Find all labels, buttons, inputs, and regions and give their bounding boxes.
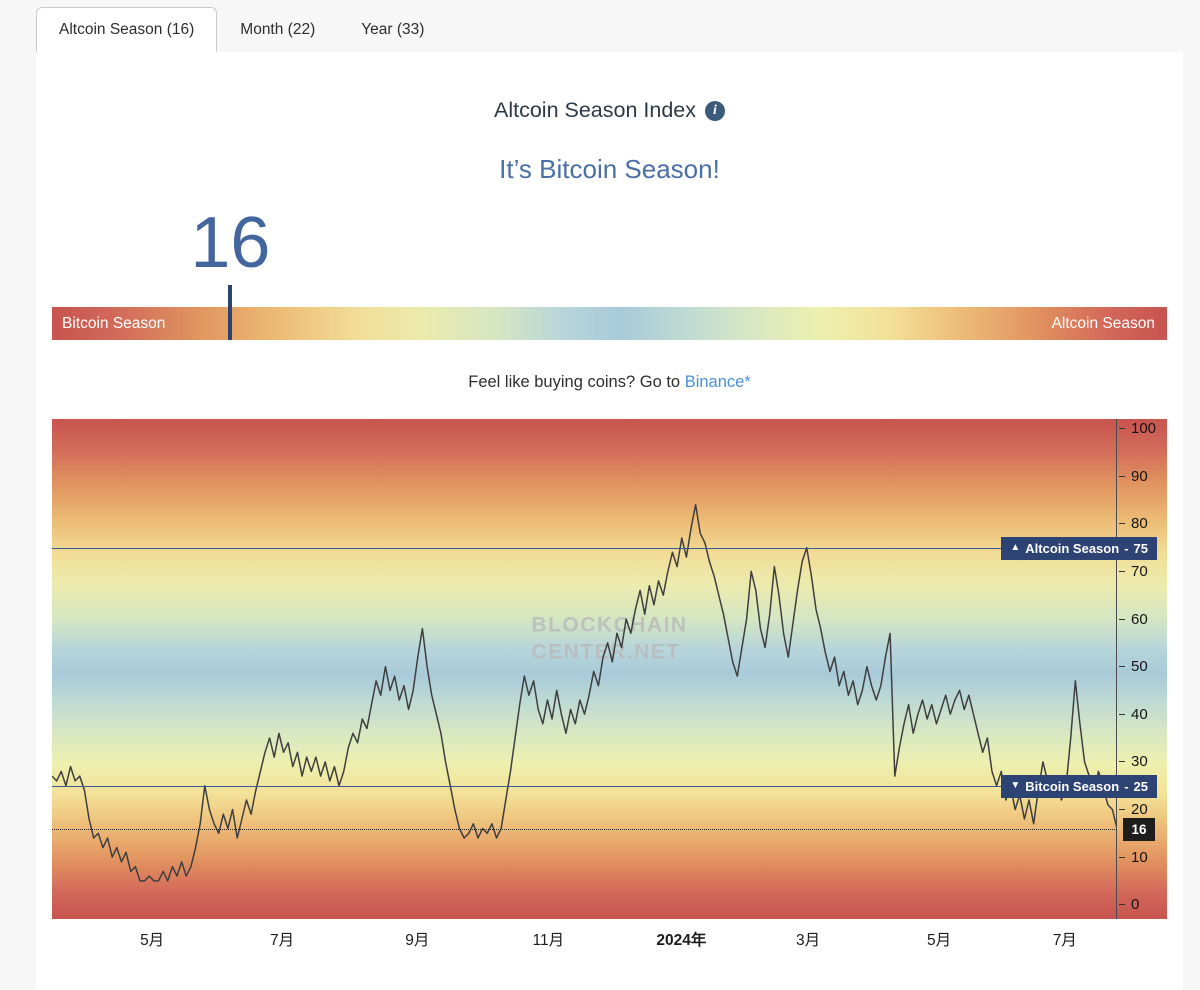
y-axis	[1116, 419, 1117, 919]
bitcoin-season-badge: ▼ Bitcoin Season - 25	[1001, 774, 1157, 798]
up-triangle-icon: ▲	[1010, 542, 1021, 554]
index-line-chart	[52, 503, 1117, 882]
gauge-marker	[228, 285, 233, 340]
index-line	[52, 503, 1117, 882]
watermark-line-1: BLOCKCHAIN	[531, 613, 688, 637]
y-tick-mark	[1119, 570, 1125, 572]
y-tick-label: 80	[1119, 515, 1167, 533]
y-tick-label: 90	[1119, 467, 1167, 485]
y-tick-label: 20	[1119, 800, 1167, 818]
bitcoin-threshold-line	[52, 785, 1117, 787]
y-tick-label: 70	[1119, 562, 1167, 580]
altcoin-threshold-line	[52, 547, 1117, 549]
tab-altcoin-season[interactable]: Altcoin Season (16)	[36, 7, 218, 52]
x-tick-label: 11月	[532, 932, 565, 949]
y-tick-label: 10	[1119, 848, 1167, 866]
y-tick-label: 30	[1119, 753, 1167, 771]
gauge-label-bitcoin-season: Bitcoin Season	[62, 315, 166, 332]
y-tick-mark	[1119, 666, 1125, 668]
y-tick-mark	[1119, 475, 1125, 477]
gauge-bar: Bitcoin Season Altcoin Season	[52, 307, 1167, 340]
tab-month[interactable]: Month (22)	[240, 21, 316, 38]
cta-prefix: Feel like buying coins? Go to	[468, 373, 685, 391]
y-tick-mark	[1119, 904, 1125, 906]
altcoin-season-badge: ▲ Altcoin Season - 75	[1001, 536, 1157, 560]
altcoin-badge-label: Altcoin Season	[1025, 540, 1120, 556]
down-triangle-icon: ▼	[1010, 780, 1021, 792]
info-icon[interactable]: i	[705, 100, 725, 121]
current-value-badge: 16	[1123, 817, 1155, 841]
tab-bar: Altcoin Season (16) Month (22) Year (33)	[0, 0, 1200, 52]
current-value-line	[52, 828, 1117, 830]
y-tick-mark	[1119, 856, 1125, 858]
x-tick-label: 9月	[405, 932, 430, 949]
x-tick-label: 5月	[140, 932, 165, 949]
altcoin-badge-separator: -	[1124, 540, 1129, 556]
content-panel: Altcoin Season Index i It’s Bitcoin Seas…	[36, 52, 1183, 990]
x-tick-label: 7月	[269, 932, 295, 949]
y-tick-mark	[1119, 428, 1125, 430]
y-tick-mark	[1119, 761, 1125, 763]
bitcoin-badge-separator: -	[1124, 778, 1129, 794]
page-title: Altcoin Season Index i	[52, 52, 1167, 123]
x-axis-labels: 5月 7月 9月 11月 2024年 3月 5月 7月	[52, 919, 1167, 959]
y-tick-mark	[1119, 808, 1125, 810]
tab-year[interactable]: Year (33)	[361, 21, 425, 38]
altcoin-badge-value: 75	[1133, 540, 1148, 556]
season-headline: It’s Bitcoin Season!	[499, 154, 720, 184]
binance-link[interactable]: Binance	[684, 373, 745, 391]
y-tick-mark	[1119, 713, 1125, 715]
x-tick-label: 3月	[796, 932, 821, 949]
season-chart: BLOCKCHAIN CENTER.NET ▲ Altcoin Season -…	[52, 419, 1167, 919]
index-value: 16	[190, 203, 271, 283]
y-tick-label: 0	[1119, 896, 1167, 914]
page-title-text: Altcoin Season Index	[494, 98, 696, 122]
cta-text: Feel like buying coins? Go to Binance*	[52, 373, 1167, 392]
y-tick-mark	[1119, 618, 1125, 620]
gauge-label-altcoin-season: Altcoin Season	[1051, 315, 1155, 332]
x-tick-label: 5月	[927, 932, 952, 949]
x-tick-label: 7月	[1052, 932, 1077, 949]
y-tick-label: 100	[1119, 420, 1167, 438]
season-gauge: 16 Bitcoin Season Altcoin Season	[52, 203, 1167, 340]
x-tick-label: 2024年	[656, 932, 707, 949]
y-tick-label: 50	[1119, 658, 1167, 676]
y-tick-label: 60	[1119, 610, 1167, 628]
bitcoin-badge-value: 25	[1133, 778, 1148, 794]
y-tick-mark	[1119, 523, 1125, 525]
y-tick-label: 40	[1119, 705, 1167, 723]
cta-asterisk: *	[744, 373, 751, 391]
bitcoin-badge-label: Bitcoin Season	[1025, 778, 1120, 794]
